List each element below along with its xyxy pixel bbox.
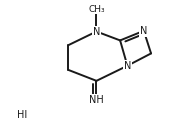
Text: N: N (140, 26, 147, 36)
Text: NH: NH (89, 95, 104, 105)
Text: HI: HI (17, 110, 27, 120)
Text: N: N (93, 27, 100, 36)
Text: N: N (124, 61, 131, 71)
Text: CH₃: CH₃ (88, 5, 105, 14)
